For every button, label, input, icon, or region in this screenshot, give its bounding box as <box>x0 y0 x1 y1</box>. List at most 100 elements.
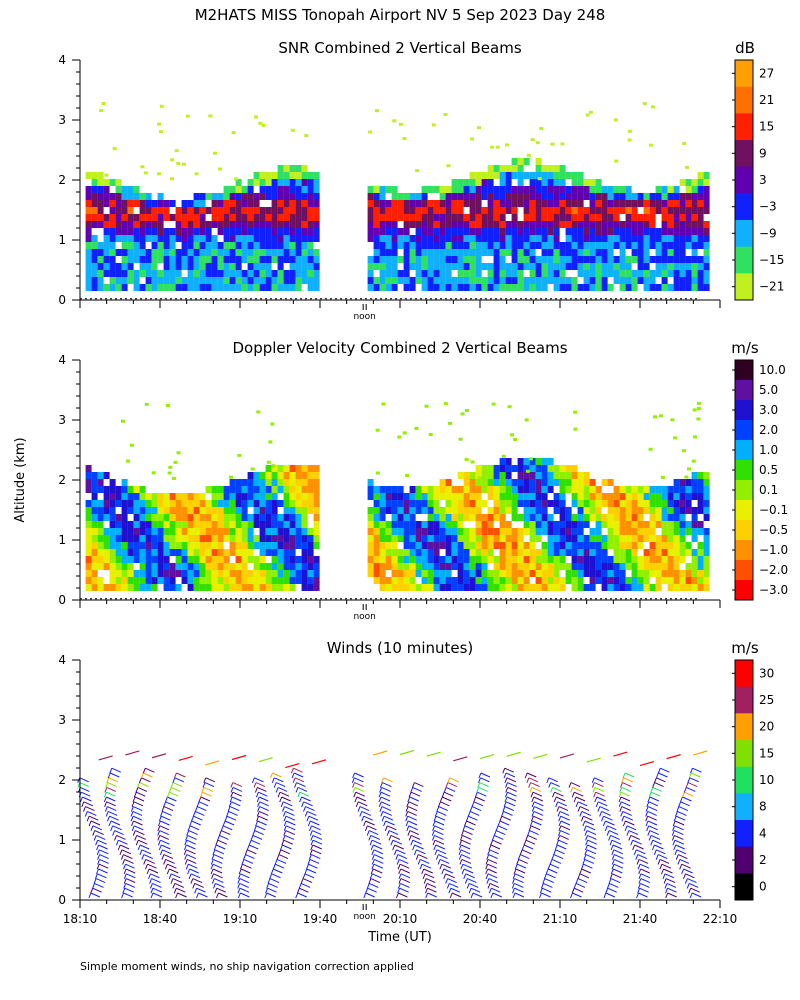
heatmap-cell <box>649 277 656 284</box>
heatmap-cell <box>433 249 440 256</box>
heatmap-cell <box>475 256 482 263</box>
heatmap-cell <box>559 514 566 521</box>
heatmap-cell <box>133 214 140 221</box>
heatmap-cell <box>445 193 452 200</box>
wind-barb <box>307 810 317 816</box>
wind-barb <box>294 777 305 783</box>
wind-barb-feather <box>79 796 83 803</box>
heatmap-cell <box>685 270 692 277</box>
heatmap-cell <box>133 549 140 556</box>
wind-barb-feather <box>255 792 259 798</box>
heatmap-cell <box>379 542 386 549</box>
wind-barb <box>167 863 177 869</box>
heatmap-cell <box>211 249 218 256</box>
heatmap-cell <box>547 563 554 570</box>
heatmap-cell <box>229 284 236 291</box>
heatmap-cell <box>91 270 98 277</box>
heatmap-cell <box>607 493 614 500</box>
heatmap-cell <box>391 507 398 514</box>
wind-barb <box>470 887 481 893</box>
heatmap-cell <box>265 507 272 514</box>
heatmap-cell <box>367 193 374 200</box>
heatmap-cell <box>529 221 536 228</box>
heatmap-cell <box>577 570 584 577</box>
heatmap-cell <box>205 221 212 228</box>
heatmap-cell <box>301 549 308 556</box>
heatmap-cell <box>175 207 182 214</box>
heatmap-cell <box>577 472 584 479</box>
heatmap-cell <box>313 577 320 584</box>
heatmap-cell <box>307 214 314 221</box>
heatmap-cell <box>391 214 398 221</box>
heatmap-cell <box>373 200 380 207</box>
wind-barb <box>674 825 684 831</box>
heatmap-cell <box>127 214 134 221</box>
heatmap-cell <box>577 556 584 563</box>
wind-barb <box>487 863 497 869</box>
heatmap-cell <box>403 263 410 270</box>
wind-barb-feather <box>459 835 463 841</box>
heatmap-cell <box>499 228 506 235</box>
wind-barb-feather <box>647 796 651 803</box>
heatmap-cell <box>169 521 176 528</box>
heatmap-cell <box>415 486 422 493</box>
heatmap-cell <box>649 270 656 277</box>
wind-barb <box>595 791 605 797</box>
wind-barb <box>245 854 255 860</box>
wind-barb <box>132 815 143 821</box>
wind-barb-feather <box>213 844 217 851</box>
heatmap-cell <box>133 507 140 514</box>
heatmap-cell <box>505 500 512 507</box>
heatmap-cell <box>373 256 380 263</box>
heatmap-cell <box>439 242 446 249</box>
heatmap-speck <box>590 179 595 183</box>
heatmap-cell <box>259 284 266 291</box>
heatmap-cell <box>469 186 476 193</box>
colorbar-label: 20 <box>759 720 774 734</box>
heatmap-cell <box>367 514 374 521</box>
wind-barb-feather <box>123 864 126 870</box>
heatmap-cell <box>385 235 392 242</box>
heatmap-cell <box>217 214 224 221</box>
wind-barb-feather <box>405 811 409 817</box>
wind-barb <box>677 810 687 816</box>
heatmap-cell <box>595 493 602 500</box>
heatmap-cell <box>217 221 224 228</box>
wind-barb <box>218 892 228 898</box>
heatmap-cell <box>625 521 632 528</box>
wind-barb <box>661 863 672 869</box>
heatmap-cell <box>301 235 308 242</box>
heatmap-cell <box>553 584 560 591</box>
heatmap-cell <box>301 521 308 528</box>
heatmap-cell <box>643 214 650 221</box>
heatmap-cell <box>487 179 494 186</box>
colorbar-swatch <box>735 60 753 88</box>
wind-barb-feather <box>505 787 509 793</box>
wind-barb-feather <box>425 892 429 899</box>
heatmap-cell <box>211 214 218 221</box>
heatmap-cell <box>553 563 560 570</box>
heatmap-cell <box>463 528 470 535</box>
wind-barb-feather <box>398 873 402 879</box>
wind-barb-feather <box>635 854 639 860</box>
wind-barb-feather <box>185 835 189 841</box>
heatmap-cell <box>703 270 710 277</box>
wind-barb <box>494 834 504 840</box>
heatmap-cell <box>493 221 500 228</box>
heatmap-cell <box>589 577 596 584</box>
wind-barb-feather <box>413 849 417 855</box>
wind-barb-feather <box>84 811 88 817</box>
wind-barb <box>141 849 152 855</box>
heatmap-cell <box>187 493 194 500</box>
heatmap-cell <box>223 535 230 542</box>
heatmap-cell <box>427 549 434 556</box>
wind-barb-feather <box>157 825 161 831</box>
heatmap-cell <box>211 207 218 214</box>
wind-barb-feather <box>392 844 396 851</box>
heatmap-cell <box>595 549 602 556</box>
heatmap-cell <box>307 507 314 514</box>
heatmap-cell <box>535 563 542 570</box>
heatmap-cell <box>115 186 122 193</box>
heatmap-cell <box>697 479 704 486</box>
